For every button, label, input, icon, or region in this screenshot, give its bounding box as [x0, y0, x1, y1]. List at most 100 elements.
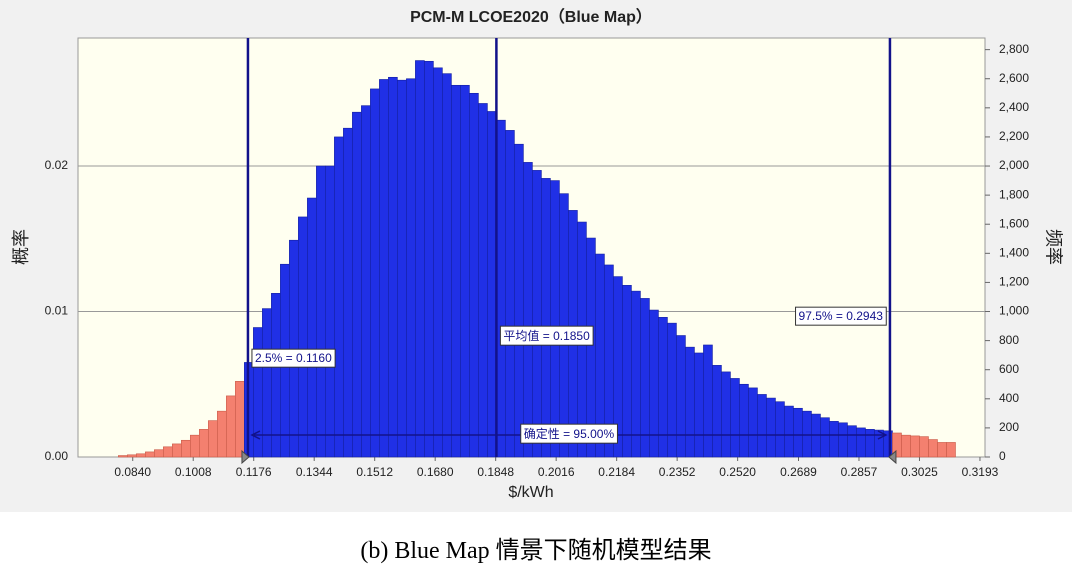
y2-tick-label: 2,400: [999, 100, 1029, 114]
x-tick-label: 0.2857: [841, 465, 878, 479]
histogram-bar: [361, 105, 371, 458]
histogram-bar: [154, 449, 164, 458]
x-tick-label: 0.1008: [175, 465, 212, 479]
histogram-bar: [532, 170, 542, 458]
histogram-bar: [334, 136, 344, 458]
histogram-bar: [658, 317, 668, 458]
histogram-bar: [163, 446, 173, 458]
histogram-bar: [487, 111, 497, 458]
y-axis-label: 概率: [11, 229, 31, 265]
histogram-bar: [478, 103, 488, 458]
histogram-bar: [325, 165, 335, 458]
histogram-bar: [343, 127, 353, 458]
histogram-bar: [640, 298, 650, 458]
x-tick-label: 0.3025: [901, 465, 938, 479]
histogram-bar: [298, 216, 308, 458]
arrow-head: [250, 430, 261, 440]
histogram-bar: [181, 439, 191, 458]
histogram-bar: [235, 381, 245, 458]
histogram-bar: [685, 346, 695, 458]
histogram-bar: [874, 429, 884, 458]
annotation-label: 97.5% = 0.2943: [799, 309, 884, 323]
histogram-bar: [127, 454, 137, 458]
arrow-head: [877, 430, 888, 440]
histogram-bar: [370, 88, 380, 458]
histogram-bar: [433, 67, 443, 458]
y2-tick-label: 2,800: [999, 42, 1029, 56]
histogram-bar: [208, 420, 218, 458]
histogram-bar: [118, 455, 128, 458]
histogram-bar: [946, 442, 956, 458]
histogram-bar: [316, 165, 326, 458]
histogram-bar: [730, 378, 740, 458]
histogram-bar: [901, 434, 911, 458]
x-tick-label: 0.2352: [659, 465, 696, 479]
histogram-bar: [676, 335, 686, 458]
histogram-bar: [307, 197, 317, 458]
y-tick-label: 0.02: [45, 158, 69, 172]
chart-title: PCM-M LCOE2020（Blue Map）: [410, 8, 652, 26]
histogram-bar: [271, 293, 281, 458]
caption: (b) Blue Map 情景下随机模型结果: [360, 538, 712, 564]
y2-tick-label: 1,400: [999, 245, 1029, 259]
y2-tick-label: 2,200: [999, 129, 1029, 143]
histogram-bar: [217, 410, 227, 458]
histogram-bar: [937, 442, 947, 458]
histogram-bar: [802, 410, 812, 458]
x-tick-label: 0.0840: [114, 465, 151, 479]
histogram-bar: [667, 322, 677, 458]
histogram-bar: [865, 429, 875, 458]
histogram-bar: [820, 417, 830, 458]
y2-tick-label: 2,600: [999, 71, 1029, 85]
certainty: 确定性 = 95.00%: [520, 423, 618, 444]
histogram-bar: [505, 130, 515, 458]
annotation-box: [795, 306, 887, 326]
histogram-bar: [199, 429, 209, 458]
marker-handle: [241, 449, 250, 465]
histogram-bar: [469, 92, 479, 458]
histogram-bar: [766, 397, 776, 458]
histogram-bar: [847, 425, 857, 458]
annotation: 2.5% = 0.1160: [251, 348, 336, 368]
histogram-bar: [622, 285, 632, 458]
histogram-bar: [424, 60, 434, 458]
histogram-bar: [703, 344, 713, 458]
histogram-bar: [514, 143, 524, 458]
y2-tick-label: 1,200: [999, 275, 1029, 289]
histogram-bar: [460, 84, 470, 458]
y2-tick-label: 600: [999, 362, 1019, 376]
x-tick-label: 0.2520: [719, 465, 756, 479]
x-tick-label: 0.1344: [296, 465, 333, 479]
annotation-label: 平均值 = 0.1850: [503, 328, 590, 343]
x-tick-label: 0.2016: [538, 465, 575, 479]
annotation: 平均值 = 0.1850: [499, 325, 594, 346]
x-tick-label: 0.3193: [962, 465, 999, 479]
x-tick-label: 0.1512: [356, 465, 393, 479]
histogram-bar: [550, 180, 560, 458]
histogram-bar: [757, 394, 767, 458]
y2-tick-label: 1,000: [999, 304, 1029, 318]
y2-axis-label: 频率: [1043, 229, 1063, 265]
histogram-bar: [631, 290, 641, 458]
x-tick-label: 0.1680: [417, 465, 454, 479]
x-tick-label: 0.1848: [477, 465, 514, 479]
certainty-box: [520, 423, 618, 444]
annotation-label: 2.5% = 0.1160: [255, 351, 332, 365]
histogram-bar: [451, 84, 461, 458]
certainty-label: 确定性 = 95.00%: [524, 426, 615, 441]
histogram-bar: [721, 371, 731, 458]
histogram-bar: [415, 60, 425, 458]
x-tick-label: 0.1176: [236, 465, 272, 479]
annotation-box: [251, 348, 336, 368]
histogram-bar: [379, 79, 389, 458]
histogram-bar: [397, 79, 407, 458]
chart: PCM-M LCOE2020（Blue Map） $/kWh 概率 频率 0.0…: [0, 0, 1072, 512]
y2-tick-label: 1,600: [999, 216, 1029, 230]
histogram-bar: [712, 365, 722, 458]
annotation: 97.5% = 0.2943: [795, 306, 887, 326]
histogram-bar: [352, 111, 362, 458]
histogram-bar: [226, 395, 236, 458]
histogram-bar: [190, 434, 200, 458]
annotation-box: [499, 325, 594, 346]
